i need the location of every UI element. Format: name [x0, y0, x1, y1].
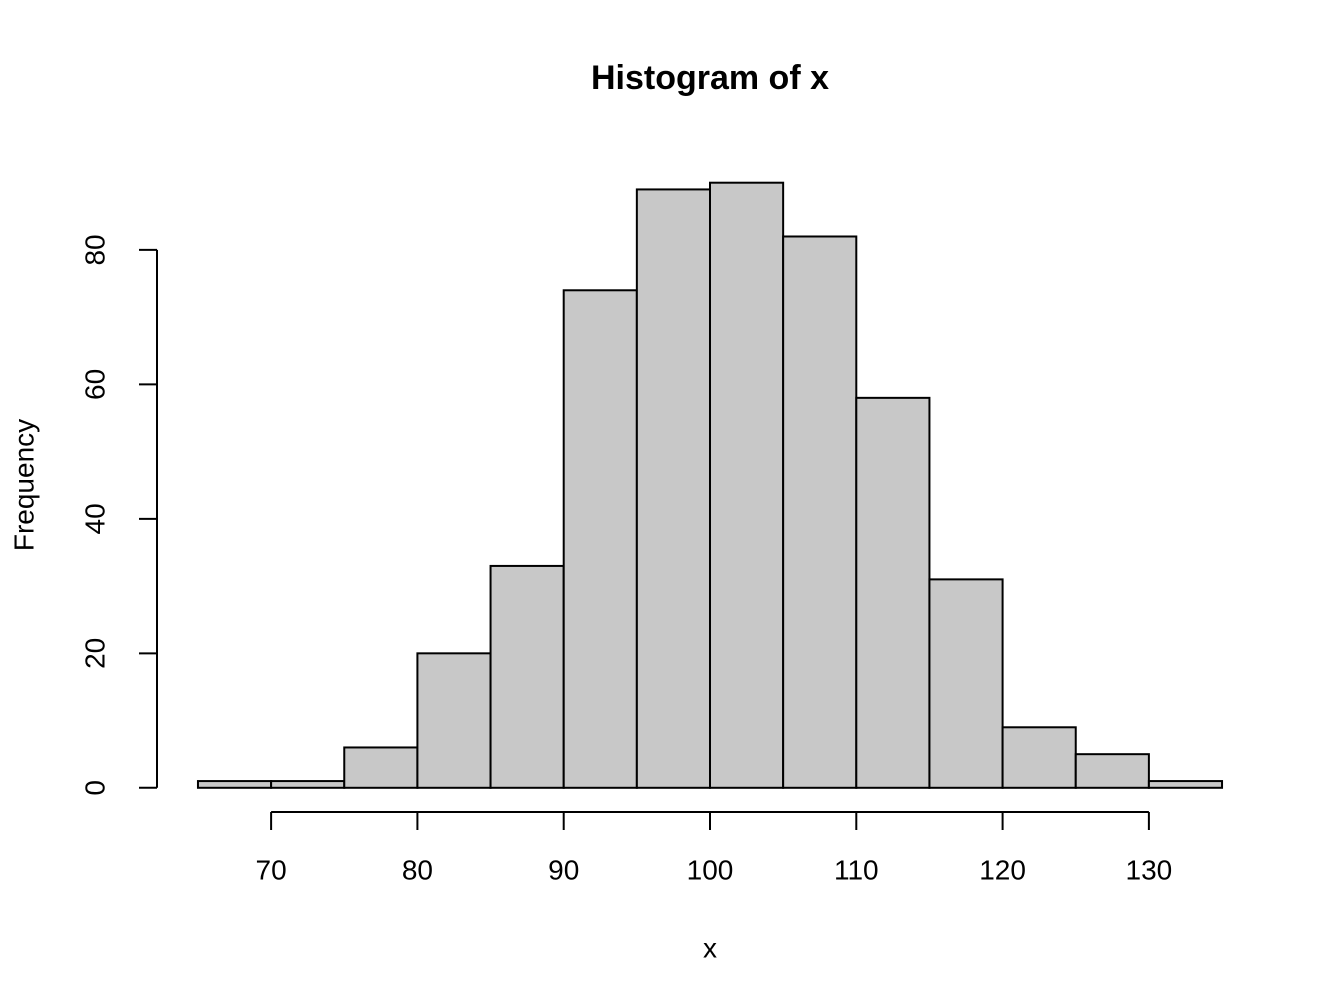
- x-tick-label: 110: [834, 854, 879, 885]
- x-tick-label: 90: [548, 854, 579, 885]
- x-tick-label: 100: [687, 854, 734, 885]
- x-tick-label: 120: [979, 854, 1026, 885]
- bar: [1001, 726, 1077, 789]
- bar: [635, 188, 712, 789]
- bar: [196, 780, 273, 789]
- bar: [489, 564, 565, 789]
- bar: [562, 289, 638, 789]
- bar: [855, 396, 931, 789]
- bar: [416, 652, 492, 789]
- y-tick-label: 20: [79, 638, 110, 669]
- bar: [270, 780, 346, 789]
- y-tick-label: 80: [79, 234, 110, 265]
- y-tick-label: 40: [79, 503, 110, 534]
- x-tick-label: 80: [402, 854, 433, 885]
- y-tick-label: 0: [79, 780, 110, 796]
- x-axis-label: x: [703, 932, 717, 963]
- bar: [343, 746, 419, 789]
- bar: [782, 235, 858, 789]
- bar: [709, 181, 785, 789]
- y-axis-label: Frequency: [8, 419, 39, 551]
- x-tick-label: 70: [256, 854, 287, 885]
- y-tick-label: 60: [79, 369, 110, 400]
- x-tick-label: 130: [1126, 854, 1173, 885]
- bar: [928, 578, 1004, 789]
- bar: [1147, 780, 1224, 789]
- bar: [1074, 753, 1150, 789]
- chart-title: Histogram of x: [591, 59, 829, 97]
